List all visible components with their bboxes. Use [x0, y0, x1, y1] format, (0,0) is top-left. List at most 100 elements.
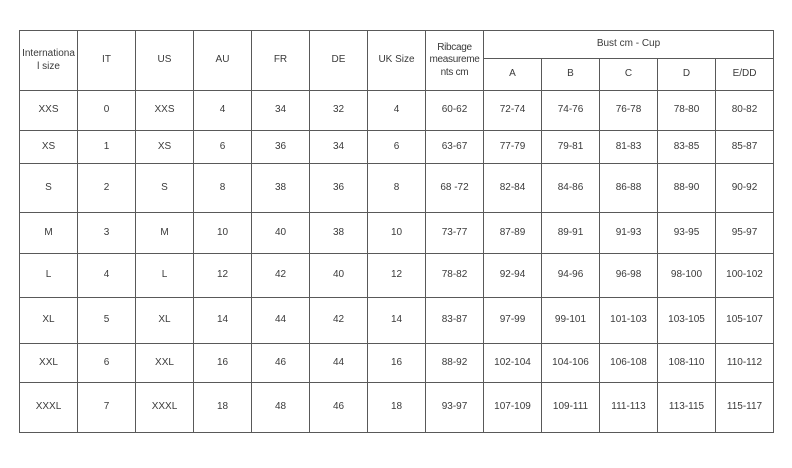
table-cell: 68 -72	[425, 163, 484, 213]
table-cell: 3	[77, 212, 136, 254]
size-chart-table: International size IT US AU FR DE UK Siz…	[19, 30, 775, 433]
table-cell: 36	[251, 130, 310, 164]
table-row-xxxl: XXXL 7 XXXL 18 48 46 18 93-97 107-109 10…	[19, 382, 775, 433]
table-cell: 72-74	[483, 90, 542, 131]
table-cell: 0	[77, 90, 136, 131]
table-cell: 48	[251, 382, 310, 433]
table-cell: 97-99	[483, 297, 542, 344]
column-header-cup-edd: E/DD	[714, 58, 775, 91]
table-cell: 95-97	[714, 212, 775, 254]
table-cell: XXXL	[135, 382, 194, 433]
column-header-international-size: International size	[19, 30, 78, 91]
table-cell: 83-87	[425, 297, 484, 344]
column-header-cup-a: A	[483, 58, 542, 91]
column-header-us: US	[135, 30, 194, 91]
table-cell: 2	[77, 163, 136, 213]
table-cell: 10	[367, 212, 426, 254]
table-cell: 38	[309, 212, 368, 254]
table-cell: 63-67	[425, 130, 484, 164]
table-cell: 100-102	[714, 253, 775, 298]
table-cell: 99-101	[541, 297, 600, 344]
table-cell: 12	[193, 253, 252, 298]
table-cell: 76-78	[599, 90, 658, 131]
table-cell: 34	[251, 90, 310, 131]
table-cell: 79-81	[541, 130, 600, 164]
table-cell: 81-83	[599, 130, 658, 164]
table-cell: 7	[77, 382, 136, 433]
table-cell: 74-76	[541, 90, 600, 131]
table-cell: 113-115	[657, 382, 716, 433]
table-cell: 91-93	[599, 212, 658, 254]
table-cell: 84-86	[541, 163, 600, 213]
size-cell: S	[19, 163, 78, 213]
table-cell: 5	[77, 297, 136, 344]
column-header-au: AU	[193, 30, 252, 91]
table-cell: XXL	[135, 343, 194, 383]
table-cell: 98-100	[657, 253, 716, 298]
column-header-cup-c: C	[599, 58, 658, 91]
table-cell: 92-94	[483, 253, 542, 298]
table-cell: 44	[251, 297, 310, 344]
table-cell: 103-105	[657, 297, 716, 344]
table-cell: 88-92	[425, 343, 484, 383]
table-cell: XS	[135, 130, 194, 164]
table-cell: 109-111	[541, 382, 600, 433]
table-cell: 82-84	[483, 163, 542, 213]
column-header-de: DE	[309, 30, 368, 91]
table-cell: 10	[193, 212, 252, 254]
table-cell: 110-112	[714, 343, 775, 383]
table-cell: 60-62	[425, 90, 484, 131]
size-cell: XS	[19, 130, 78, 164]
table-cell: 88-90	[657, 163, 716, 213]
table-cell: 40	[309, 253, 368, 298]
table-cell: 77-79	[483, 130, 542, 164]
header-row-top: International size IT US AU FR DE UK Siz…	[19, 30, 775, 91]
table-cell: 73-77	[425, 212, 484, 254]
size-cell: L	[19, 253, 78, 298]
table-row-l: L 4 L 12 42 40 12 78-82 92-94 94-96 96-9…	[19, 253, 775, 298]
table-row-s: S 2 S 8 38 36 8 68 -72 82-84 84-86 86-88…	[19, 163, 775, 213]
size-cell: XXS	[19, 90, 78, 131]
size-cell: M	[19, 212, 78, 254]
table-cell: 8	[367, 163, 426, 213]
column-header-fr: FR	[251, 30, 310, 91]
table-cell: 106-108	[599, 343, 658, 383]
table-cell: 101-103	[599, 297, 658, 344]
column-header-it: IT	[77, 30, 136, 91]
table-cell: 6	[77, 343, 136, 383]
table-cell: 42	[309, 297, 368, 344]
table-cell: 96-98	[599, 253, 658, 298]
table-cell: 40	[251, 212, 310, 254]
table-cell: 90-92	[714, 163, 775, 213]
table-cell: 104-106	[541, 343, 600, 383]
table-cell: 4	[193, 90, 252, 131]
table-cell: L	[135, 253, 194, 298]
table-row-m: M 3 M 10 40 38 10 73-77 87-89 89-91 91-9…	[19, 212, 775, 254]
table-cell: 4	[367, 90, 426, 131]
table-cell: 105-107	[714, 297, 775, 344]
column-header-ribcage-measurements: Ribcage measurements cm	[425, 30, 484, 91]
table-cell: 46	[309, 382, 368, 433]
table-cell: 108-110	[657, 343, 716, 383]
table-cell: 16	[193, 343, 252, 383]
size-cell: XL	[19, 297, 78, 344]
table-cell: 32	[309, 90, 368, 131]
table-cell: 111-113	[599, 382, 658, 433]
table-cell: 86-88	[599, 163, 658, 213]
table-cell: 115-117	[714, 382, 775, 433]
table-cell: 6	[193, 130, 252, 164]
table-cell: 78-80	[657, 90, 716, 131]
table-cell: 85-87	[714, 130, 775, 164]
table-cell: 80-82	[714, 90, 775, 131]
table-cell: 38	[251, 163, 310, 213]
column-group-header-bust-cup: Bust cm - Cup	[482, 30, 775, 59]
table-cell: 14	[193, 297, 252, 344]
table-cell: 42	[251, 253, 310, 298]
table-cell: 18	[193, 382, 252, 433]
table-cell: 78-82	[425, 253, 484, 298]
table-cell: 18	[367, 382, 426, 433]
table-cell: S	[135, 163, 194, 213]
size-cell: XXXL	[19, 382, 78, 433]
table-cell: 102-104	[483, 343, 542, 383]
